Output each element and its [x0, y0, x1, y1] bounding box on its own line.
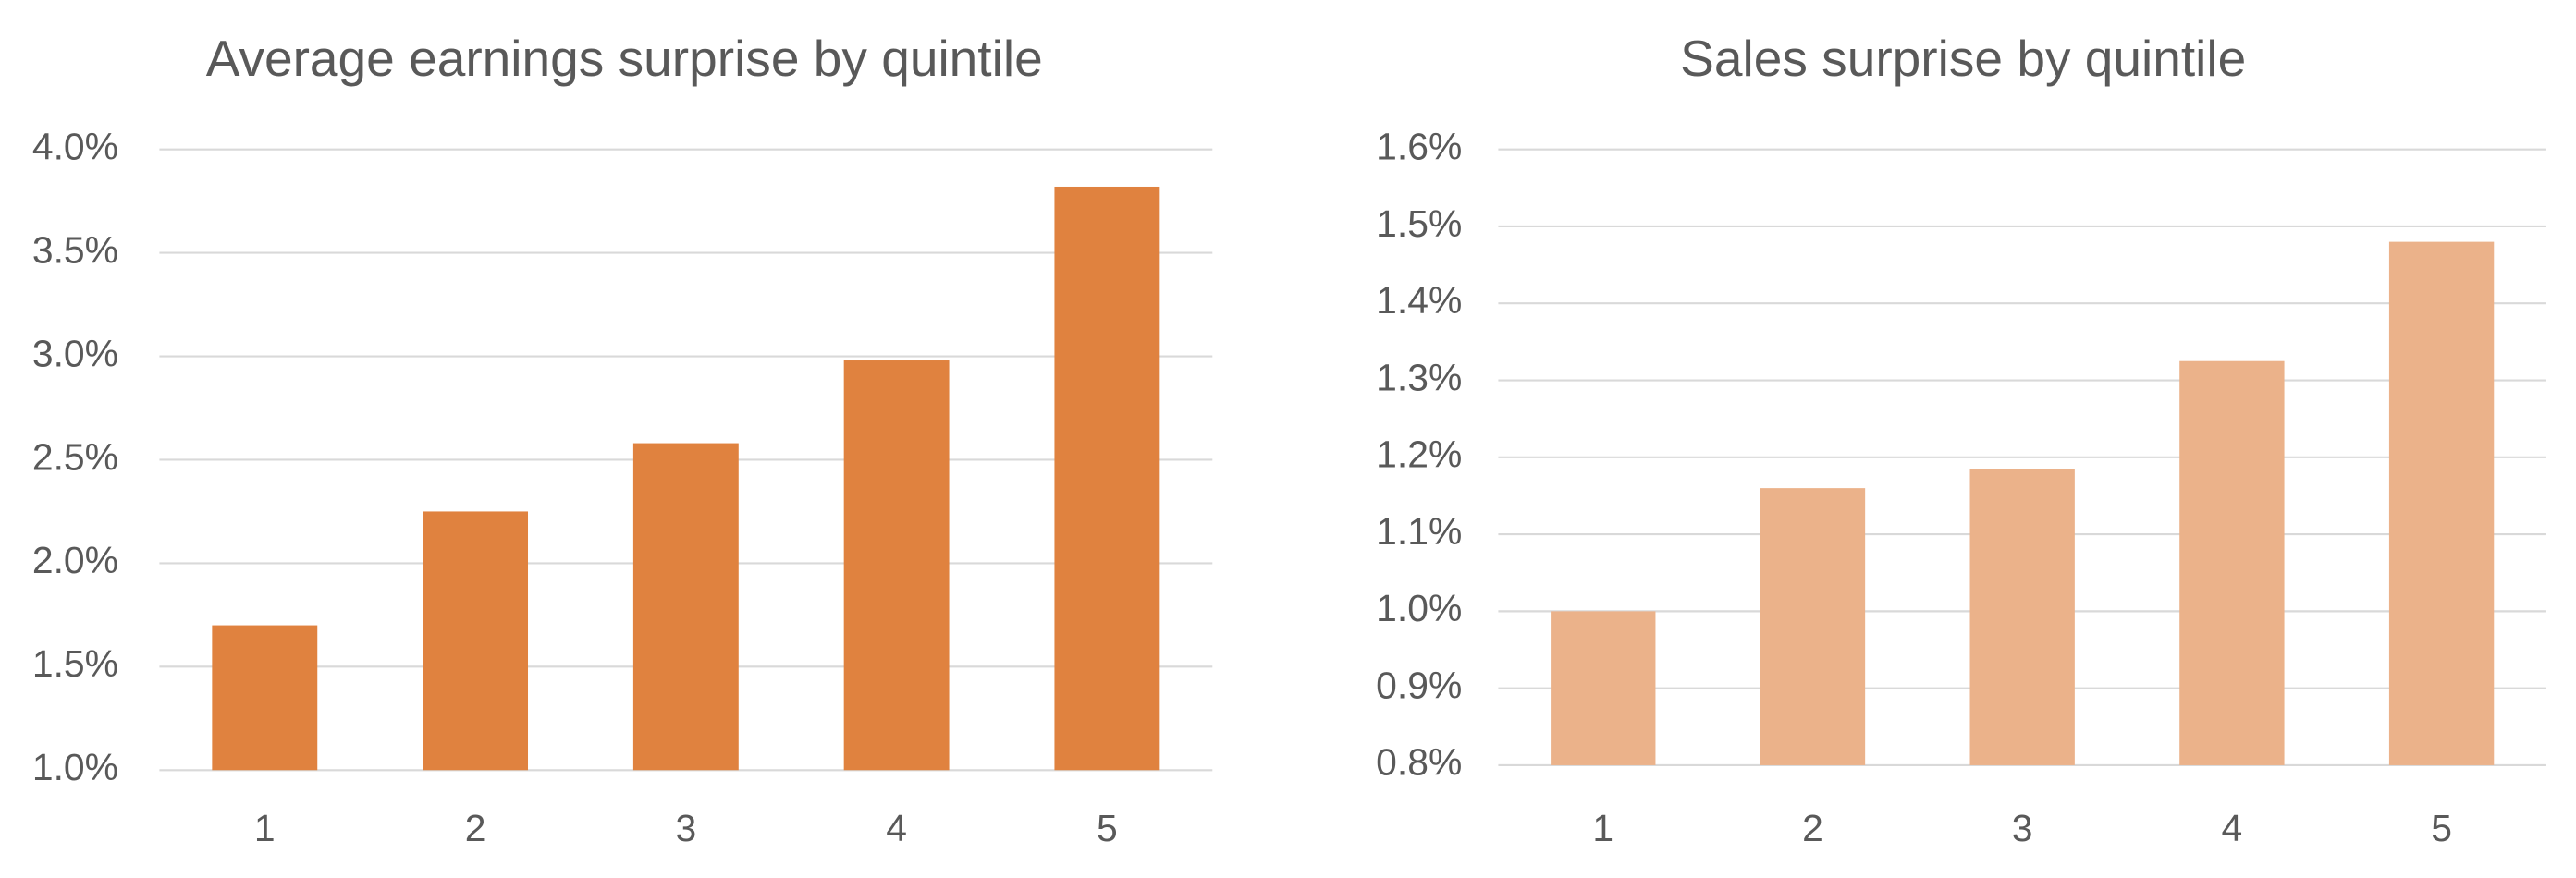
bar	[423, 511, 529, 771]
chart-title: Sales surprise by quintile	[1680, 30, 2246, 87]
y-tick-label: 1.5%	[32, 642, 118, 685]
y-tick-label: 1.1%	[1376, 510, 1462, 553]
bar	[843, 360, 950, 771]
x-tick-label: 2	[1802, 807, 1823, 849]
y-tick-label: 1.4%	[1376, 279, 1462, 322]
bar	[632, 443, 739, 771]
bar	[2179, 360, 2285, 765]
y-tick-label: 2.5%	[32, 435, 118, 478]
y-tick-label: 0.8%	[1376, 741, 1462, 784]
bar	[1054, 186, 1160, 771]
x-tick-label: 2	[465, 807, 486, 849]
y-tick-label: 3.5%	[32, 228, 118, 271]
chart-title: Average earnings surprise by quintile	[206, 30, 1043, 87]
y-tick-label: 1.0%	[1376, 587, 1462, 629]
y-tick-label: 0.9%	[1376, 664, 1462, 706]
bar	[2388, 241, 2495, 765]
y-tick-label: 1.5%	[1376, 202, 1462, 245]
bar	[212, 625, 318, 771]
y-tick-label: 1.2%	[1376, 433, 1462, 476]
y-tick-label: 1.6%	[1376, 125, 1462, 167]
y-tick-label: 2.0%	[32, 539, 118, 581]
y-tick-label: 3.0%	[32, 332, 118, 374]
y-tick-label: 1.3%	[1376, 356, 1462, 398]
x-tick-label: 3	[675, 807, 696, 849]
bar	[1551, 611, 1656, 765]
x-tick-label: 1	[254, 807, 276, 849]
y-tick-label: 1.0%	[32, 746, 118, 788]
x-tick-label: 3	[2012, 807, 2033, 849]
x-tick-label: 5	[2431, 807, 2452, 849]
x-tick-label: 5	[1097, 807, 1118, 849]
bar	[1969, 469, 2075, 765]
x-tick-label: 1	[1592, 807, 1613, 849]
y-tick-label: 4.0%	[32, 125, 118, 167]
bar	[1760, 488, 1866, 765]
x-tick-label: 4	[2222, 807, 2243, 849]
x-tick-label: 4	[886, 807, 907, 849]
